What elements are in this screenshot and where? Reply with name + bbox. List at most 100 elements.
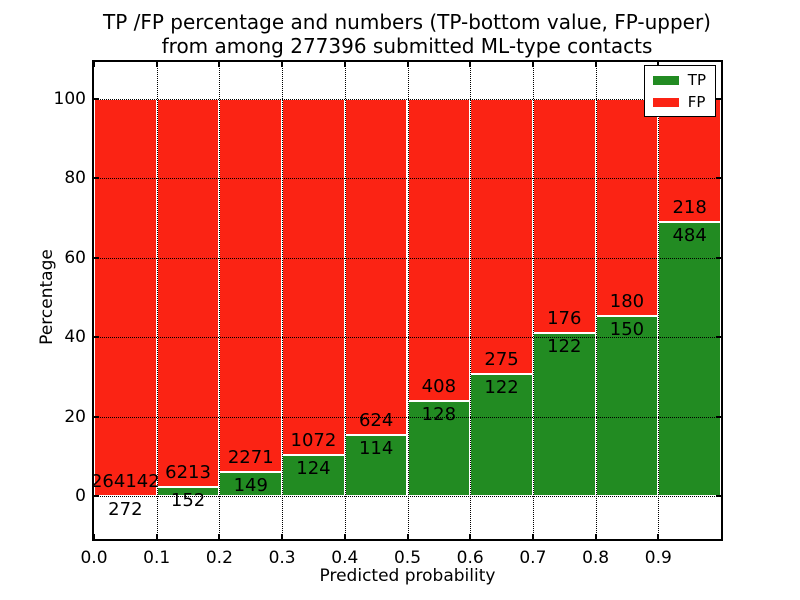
x-gridline: [595, 62, 597, 539]
x-tick: [657, 62, 660, 67]
y-tick-label: 40: [64, 327, 86, 348]
y-tick: [94, 98, 99, 100]
x-tick-label: 0.5: [393, 548, 422, 568]
y-gridline: [94, 257, 721, 259]
x-tick: [594, 62, 597, 67]
bar-segment-tp: [658, 222, 721, 496]
y-tick-label: 20: [64, 406, 86, 427]
y-tick-label: 80: [64, 168, 86, 189]
x-tick-label: 0.7: [519, 548, 547, 568]
y-tick-label: 60: [64, 247, 86, 268]
bar-segment-tp: [282, 454, 345, 496]
x-tick: [343, 62, 346, 67]
x-tick-label: 0.3: [268, 548, 296, 568]
tp-count-label: 114: [358, 437, 394, 459]
y-tick: [94, 495, 99, 497]
x-tick-label: 0.1: [143, 548, 171, 568]
y-tick: [716, 98, 721, 100]
legend-entry-fp: FP: [652, 94, 706, 110]
tp-count-label: 484: [672, 225, 707, 247]
bar-segment-fp: [282, 99, 345, 455]
y-gridline: [94, 178, 721, 180]
y-tick-label: 0: [75, 486, 86, 506]
fp-count-label: 275: [484, 349, 519, 370]
bar-segment-fp: [532, 99, 596, 334]
x-tick: [218, 62, 221, 67]
x-tick: [406, 534, 409, 539]
x-gridline: [156, 62, 158, 539]
tp-count-label: 124: [296, 457, 331, 479]
tp-count-label: 150: [609, 318, 645, 340]
x-axis-label: Predicted probability: [319, 566, 496, 586]
tp-count-label: 128: [421, 404, 457, 426]
x-tick-label: 0.6: [456, 548, 484, 568]
bar-segment-tp: [219, 471, 283, 496]
x-tick: [155, 62, 158, 67]
x-tick: [531, 62, 534, 67]
x-tick-label: 0.2: [205, 548, 233, 568]
fp-count-label: 2271: [227, 446, 274, 468]
tp-count-label: 152: [170, 489, 206, 511]
y-gridline: [94, 496, 721, 497]
x-tick: [93, 534, 95, 539]
y-tick: [94, 415, 99, 418]
bar-segment-tp: [532, 333, 596, 496]
x-tick: [218, 534, 221, 539]
fp-swatch-icon: [652, 97, 679, 107]
x-tick: [406, 62, 409, 67]
fp-count-label: 176: [547, 308, 582, 330]
x-tick: [469, 534, 472, 539]
bar-segment-tp: [470, 374, 533, 496]
y-gridline: [94, 99, 721, 100]
x-gridline: [407, 62, 409, 539]
chart-title: TP /FP percentage and numbers (TP-bottom…: [103, 10, 711, 58]
tp-swatch-icon: [652, 75, 679, 85]
legend-entry-tp: TP: [652, 72, 706, 88]
x-gridline: [344, 62, 346, 539]
bar-segment-fp: [219, 99, 283, 472]
x-tick: [155, 534, 158, 539]
fp-count-label: 6213: [165, 461, 211, 483]
x-gridline: [282, 62, 284, 539]
fp-count-label: 408: [421, 376, 457, 398]
bar-segment-fp: [595, 99, 659, 316]
fp-count-label: 1072: [290, 429, 337, 451]
bar-segment-fp: [407, 99, 471, 402]
bar-segment-fp: [94, 99, 157, 496]
bar-segment-fp: [344, 99, 408, 435]
x-tick: [531, 534, 534, 539]
x-tick: [594, 534, 597, 539]
y-tick: [94, 177, 99, 180]
bar-segment-tp: [595, 315, 659, 496]
tp-count-label: 122: [547, 336, 582, 358]
fp-count-label: 624: [358, 409, 394, 431]
fp-count-label: 264142: [90, 470, 160, 492]
y-gridline: [94, 416, 721, 418]
x-tick-label: 0.9: [644, 548, 672, 568]
fp-count-label: 180: [609, 290, 645, 312]
fp-count-label: 218: [672, 197, 707, 219]
x-tick: [469, 62, 472, 67]
y-tick: [94, 336, 99, 339]
x-tick: [657, 534, 660, 539]
y-gridline: [94, 337, 721, 339]
tp-count-label: 122: [484, 377, 519, 398]
x-gridline: [470, 62, 472, 539]
x-gridline: [532, 62, 534, 539]
x-tick-label: 0.8: [582, 548, 610, 568]
y-tick: [716, 415, 721, 418]
bar-segment-fp: [470, 99, 533, 374]
x-gridline: [219, 62, 221, 539]
tp-count-label: 272: [108, 498, 143, 520]
x-tick: [281, 62, 284, 67]
bar-segment-fp: [156, 99, 220, 487]
legend: TP FP: [643, 65, 716, 117]
x-tick-label: 0.0: [80, 548, 108, 568]
y-tick: [716, 336, 721, 339]
tp-count-label: 149: [233, 474, 268, 496]
x-tick: [343, 534, 346, 539]
y-tick: [94, 256, 99, 259]
x-tick-label: 0.4: [331, 548, 359, 568]
x-gridline: [658, 62, 660, 539]
